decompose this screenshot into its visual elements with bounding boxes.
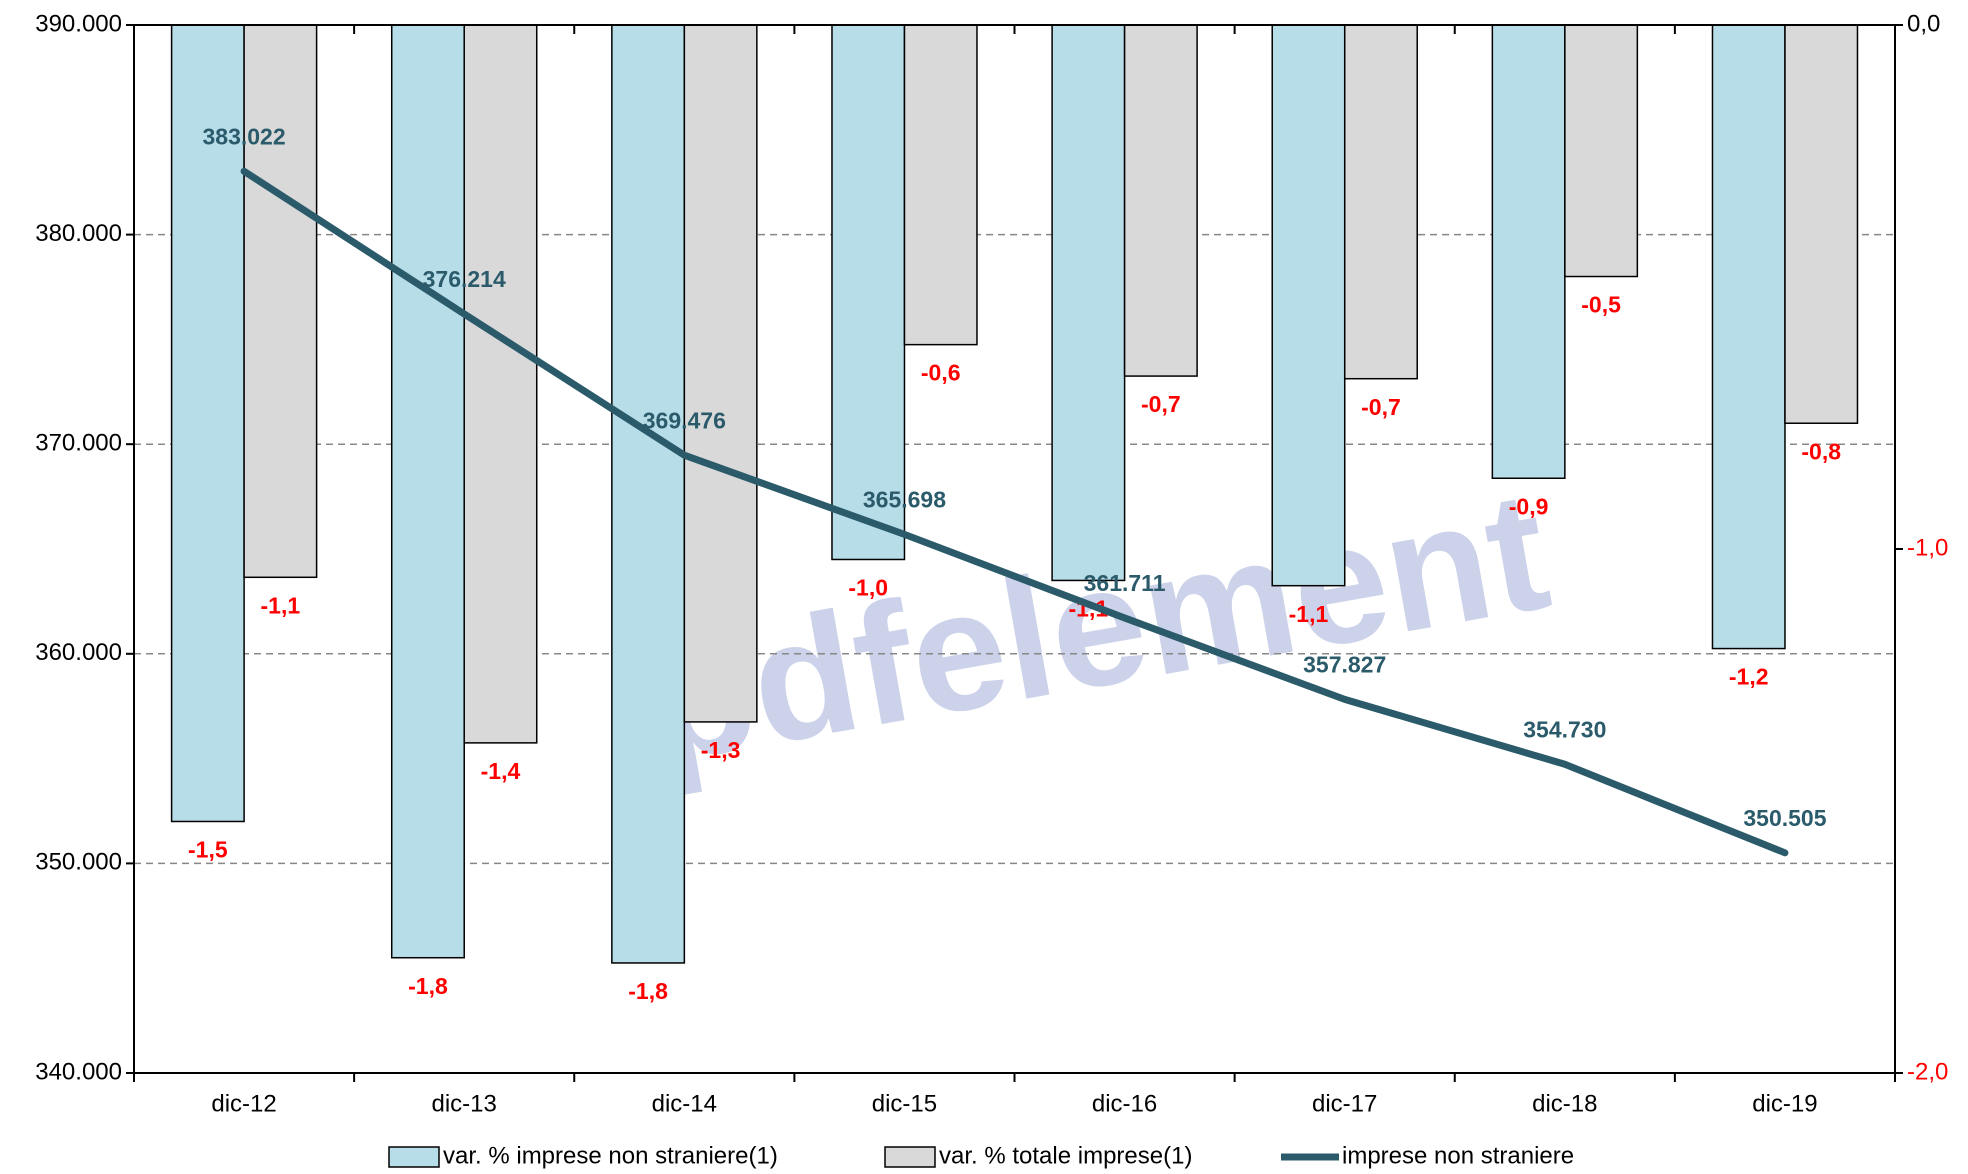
legend-swatch bbox=[884, 1146, 936, 1168]
bar-value-label: -0,9 bbox=[1509, 493, 1549, 519]
legend-label: var. % totale imprese(1) bbox=[939, 1142, 1192, 1169]
x-tick-label: dic-19 bbox=[1752, 1090, 1817, 1117]
bar bbox=[1711, 24, 1786, 650]
x-tick-label: dic-16 bbox=[1092, 1090, 1157, 1117]
bar-value-label: -0,6 bbox=[921, 360, 961, 386]
legend-label: var. % imprese non straniere(1) bbox=[443, 1142, 778, 1169]
bar-value-label: -1,4 bbox=[481, 758, 521, 784]
bar bbox=[1784, 24, 1859, 424]
y-tick-label: 390.000 bbox=[35, 10, 122, 37]
bar-value-label: -0,5 bbox=[1581, 292, 1621, 318]
bar bbox=[1123, 24, 1198, 377]
bar-value-label: -1,5 bbox=[188, 837, 228, 863]
bar bbox=[1564, 24, 1639, 278]
y-tick-label: 380.000 bbox=[35, 220, 122, 247]
bar bbox=[1051, 24, 1126, 582]
y-tick-label: 350.000 bbox=[35, 849, 122, 876]
y-tick-label: 360.000 bbox=[35, 639, 122, 666]
line-value-label: 357.827 bbox=[1303, 651, 1386, 677]
x-tick-label: dic-17 bbox=[1312, 1090, 1377, 1117]
legend-swatch bbox=[388, 1146, 440, 1168]
y-tick-label: 370.000 bbox=[35, 430, 122, 457]
y2-tick-label: 0,0 bbox=[1907, 10, 1940, 37]
x-tick-label: dic-13 bbox=[432, 1090, 497, 1117]
bar bbox=[463, 24, 538, 744]
bar-value-label: -0,7 bbox=[1141, 391, 1181, 417]
y2-tick-label: -1,0 bbox=[1907, 534, 1948, 561]
bar-value-label: -1,1 bbox=[1289, 601, 1329, 627]
x-tick-label: dic-15 bbox=[872, 1090, 937, 1117]
bar bbox=[831, 24, 906, 561]
legend-label: imprese non straniere bbox=[1342, 1142, 1574, 1169]
bar bbox=[903, 24, 978, 346]
line-value-label: 369.476 bbox=[643, 407, 726, 433]
bar bbox=[611, 24, 686, 964]
bar bbox=[1271, 24, 1346, 587]
bar-value-label: -1,2 bbox=[1729, 664, 1769, 690]
bar bbox=[170, 24, 245, 823]
bar-value-label: -0,7 bbox=[1361, 394, 1401, 420]
y2-tick-label: -2,0 bbox=[1907, 1058, 1948, 1085]
bar bbox=[1343, 24, 1418, 380]
bar-value-label: -1,3 bbox=[701, 737, 741, 763]
bar bbox=[683, 24, 758, 723]
y-tick-label: 340.000 bbox=[35, 1058, 122, 1085]
line-value-label: 376.214 bbox=[423, 266, 506, 292]
bar-value-label: -1,8 bbox=[628, 978, 668, 1004]
bar-value-label: -1,0 bbox=[848, 575, 888, 601]
line-value-label: 350.505 bbox=[1743, 805, 1826, 831]
bar bbox=[243, 24, 318, 579]
line bbox=[240, 167, 1789, 857]
x-tick-label: dic-12 bbox=[211, 1090, 276, 1117]
line-value-label: 354.730 bbox=[1523, 716, 1606, 742]
bar-value-label: -1,1 bbox=[261, 592, 301, 618]
x-tick-label: dic-14 bbox=[652, 1090, 717, 1117]
bar bbox=[390, 24, 465, 959]
bar bbox=[1491, 24, 1566, 480]
line-value-label: 365.698 bbox=[863, 486, 946, 512]
line-value-label: 383.022 bbox=[202, 123, 285, 149]
bar-value-label: -0,8 bbox=[1801, 438, 1841, 464]
line-value-label: 361.711 bbox=[1084, 570, 1166, 596]
x-tick-label: dic-18 bbox=[1532, 1090, 1597, 1117]
bar-value-label: -1,8 bbox=[408, 973, 448, 999]
